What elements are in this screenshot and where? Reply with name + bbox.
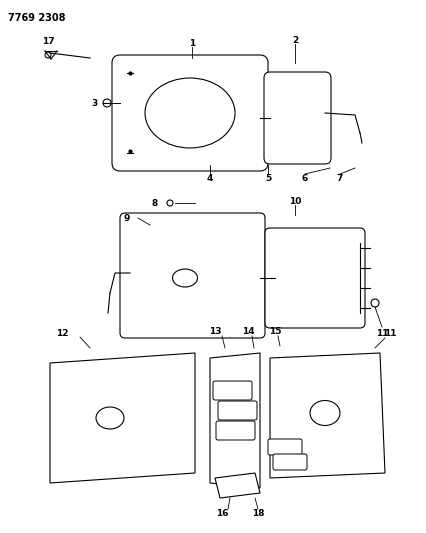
FancyBboxPatch shape bbox=[213, 381, 251, 400]
Text: 11: 11 bbox=[375, 328, 387, 337]
Text: 1: 1 bbox=[188, 38, 195, 47]
FancyBboxPatch shape bbox=[216, 421, 254, 440]
FancyBboxPatch shape bbox=[263, 72, 330, 164]
Text: 2: 2 bbox=[291, 36, 297, 44]
FancyBboxPatch shape bbox=[120, 213, 265, 338]
Text: 16: 16 bbox=[215, 508, 228, 518]
Text: 12: 12 bbox=[56, 328, 68, 337]
FancyBboxPatch shape bbox=[272, 454, 306, 470]
Ellipse shape bbox=[172, 269, 197, 287]
Text: 10: 10 bbox=[288, 197, 300, 206]
Polygon shape bbox=[269, 353, 384, 478]
Text: 9: 9 bbox=[124, 214, 130, 222]
FancyBboxPatch shape bbox=[265, 228, 364, 328]
Circle shape bbox=[370, 299, 378, 307]
Text: 14: 14 bbox=[241, 327, 254, 335]
FancyBboxPatch shape bbox=[218, 401, 256, 420]
Polygon shape bbox=[50, 353, 195, 483]
Text: 3: 3 bbox=[92, 99, 98, 108]
Circle shape bbox=[167, 200, 173, 206]
FancyBboxPatch shape bbox=[268, 439, 301, 455]
Text: 11: 11 bbox=[383, 328, 395, 337]
Ellipse shape bbox=[145, 78, 234, 148]
Text: 17: 17 bbox=[42, 36, 54, 45]
Text: 5: 5 bbox=[264, 174, 271, 182]
Circle shape bbox=[103, 99, 111, 107]
Polygon shape bbox=[215, 473, 259, 498]
Polygon shape bbox=[210, 353, 259, 488]
Text: 8: 8 bbox=[152, 198, 158, 207]
Ellipse shape bbox=[96, 407, 124, 429]
Text: 15: 15 bbox=[268, 327, 281, 335]
Text: 13: 13 bbox=[208, 327, 221, 335]
Text: 6: 6 bbox=[301, 174, 308, 182]
Text: 4: 4 bbox=[206, 174, 213, 182]
Ellipse shape bbox=[309, 400, 339, 425]
Text: 7769 2308: 7769 2308 bbox=[8, 13, 65, 23]
Text: 7: 7 bbox=[336, 174, 343, 182]
Text: 18: 18 bbox=[251, 508, 264, 518]
FancyBboxPatch shape bbox=[112, 55, 268, 171]
Circle shape bbox=[45, 52, 51, 58]
